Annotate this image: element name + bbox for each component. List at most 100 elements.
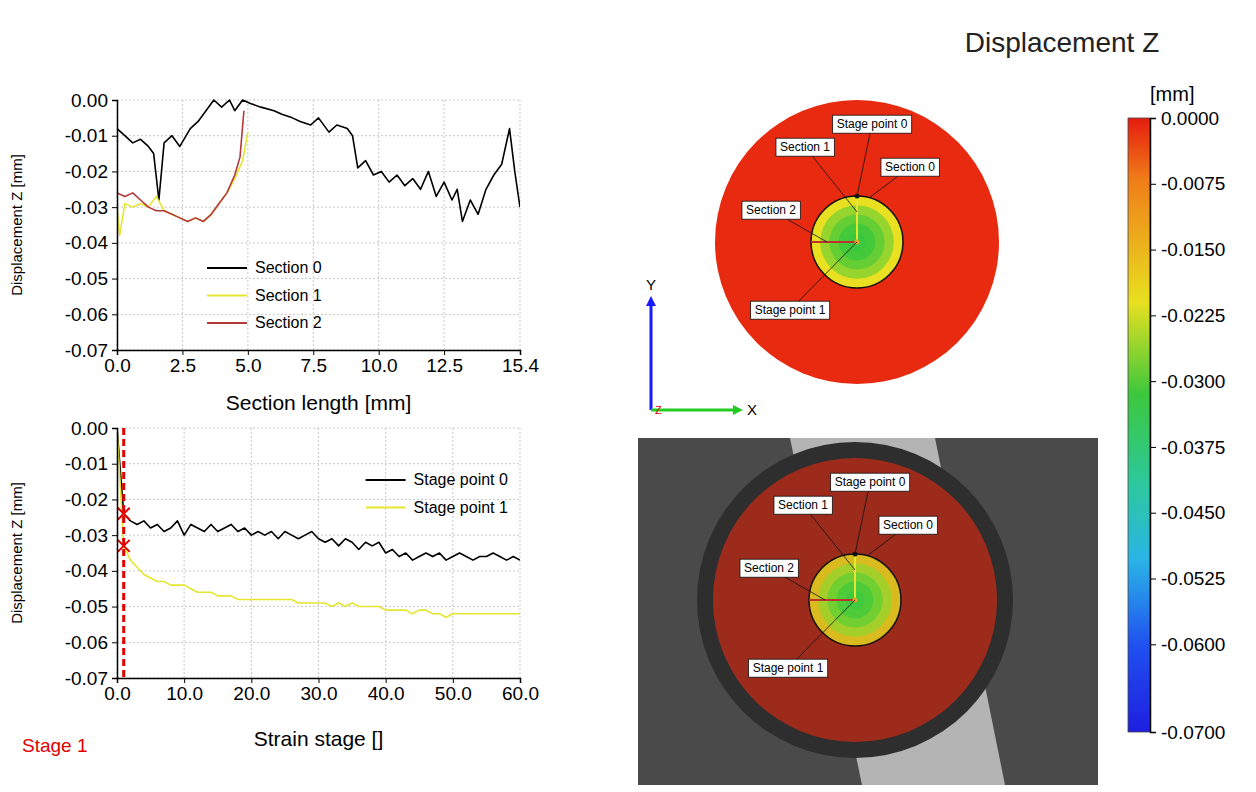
tick: -0.02	[65, 489, 117, 510]
legend-label: Stage point 1	[414, 499, 508, 516]
annotation-box	[881, 158, 939, 176]
legend-entry: Section 2	[207, 314, 322, 331]
tick-mark	[520, 350, 521, 355]
annotation-label: Stage point 0	[835, 475, 906, 489]
tick-mark	[453, 678, 454, 683]
grid-line	[520, 428, 521, 678]
section-line	[854, 554, 856, 600]
field-cell	[713, 458, 997, 742]
tick: 7.5	[301, 350, 327, 376]
grid-line	[117, 642, 520, 643]
axis-line	[118, 679, 521, 684]
stage-marker	[118, 540, 130, 552]
tick-label: 2.5	[170, 355, 196, 376]
tick-mark	[112, 464, 117, 465]
chart: 0.00-0.01-0.02-0.03-0.04-0.05-0.06-0.070…	[8, 418, 539, 750]
tick-label: 5.0	[235, 355, 261, 376]
tick-mark	[313, 350, 314, 355]
tick: -0.01	[65, 453, 117, 474]
grid-line	[452, 428, 453, 678]
plot-area	[117, 428, 520, 678]
tick-mark	[112, 607, 117, 608]
axis-line	[1151, 119, 1157, 733]
grid-line	[182, 100, 183, 350]
tick: -0.0525	[1150, 568, 1225, 589]
annotation-box	[776, 138, 834, 156]
annotation-box	[774, 496, 832, 514]
page: 0.00-0.01-0.02-0.03-0.04-0.05-0.06-0.070…	[0, 0, 1256, 792]
tick-label: 15.4	[502, 355, 539, 376]
tick-mark	[112, 428, 117, 429]
tick-mark	[112, 100, 117, 101]
grid-line	[378, 100, 379, 350]
tick-label: 30.0	[301, 683, 338, 704]
tick-label: -0.0150	[1161, 239, 1225, 260]
tick-label: -0.06	[65, 304, 108, 325]
x-axis-title: Strain stage []	[254, 727, 384, 750]
tick-label: -0.04	[65, 560, 109, 581]
grid-line	[251, 428, 252, 678]
annotation-box	[751, 301, 830, 319]
tick-mark	[112, 314, 117, 315]
tick: -0.0450	[1150, 502, 1225, 523]
tick: 0.0	[104, 350, 130, 376]
tick: -0.0600	[1150, 634, 1225, 655]
tick: -0.0375	[1150, 437, 1225, 458]
legend: Stage point 0Stage point 1	[366, 471, 508, 516]
annotation: Section 2	[742, 201, 827, 242]
legend-swatch	[207, 267, 247, 269]
legend-entry: Stage point 1	[366, 499, 508, 516]
tick-mark	[182, 350, 183, 355]
tick-mark	[112, 499, 117, 500]
tick-mark	[319, 678, 320, 683]
tick-mark	[1150, 118, 1156, 119]
annotation-box	[740, 559, 798, 577]
stage-label: Stage 1	[22, 735, 88, 756]
tick-mark	[112, 642, 117, 643]
legend-swatch	[366, 507, 406, 509]
tick-label: 20.0	[233, 683, 270, 704]
axis: 0.0000-0.0075-0.0150-0.0225-0.0300-0.037…	[1150, 108, 1225, 743]
tick-mark	[184, 678, 185, 683]
annotation: Section 0	[869, 158, 939, 198]
tick-mark	[112, 171, 117, 172]
stage-line	[122, 428, 125, 678]
tick: -0.04	[65, 560, 117, 581]
section-line	[856, 196, 858, 242]
leader-line	[790, 242, 857, 310]
leader-line	[788, 600, 855, 668]
axis-line	[112, 101, 118, 351]
triad-axis	[651, 409, 735, 412]
legend-label: Section 1	[255, 287, 322, 304]
tick: 10.0	[166, 678, 203, 704]
annotation-box	[831, 473, 910, 491]
tick: -0.06	[65, 304, 117, 325]
legend-swatch	[207, 295, 247, 297]
annotation-label: Stage point 1	[755, 303, 826, 317]
y-axis-title: Displacement Z [mm]	[8, 482, 25, 624]
grid-line	[520, 100, 521, 350]
grid-line	[444, 100, 445, 350]
tick-mark	[117, 350, 118, 355]
tick: 15.4	[502, 350, 539, 376]
tick: 60.0	[502, 678, 539, 704]
tick: -0.0225	[1150, 305, 1225, 326]
axis-line	[118, 351, 521, 356]
data-line	[117, 428, 520, 560]
tick: 20.0	[233, 678, 270, 704]
annotation-label: Section 1	[778, 498, 828, 512]
annotation-box	[749, 659, 828, 677]
y-axis-title: Displacement Z [mm]	[8, 154, 25, 296]
triad-label: Z	[655, 404, 662, 416]
axis-triad: YXZ	[646, 276, 757, 418]
grid-line	[117, 535, 520, 536]
tick-label: -0.02	[65, 489, 108, 510]
tick-label: -0.07	[65, 668, 108, 689]
annotation: Section 0	[867, 516, 937, 556]
chart: 0.00-0.01-0.02-0.03-0.04-0.05-0.06-0.070…	[8, 90, 539, 414]
annotation-label: Section 1	[780, 140, 830, 154]
tick-mark	[117, 678, 118, 683]
annotation-box	[742, 201, 800, 219]
tick: -0.03	[65, 197, 117, 218]
annotation-box	[833, 115, 912, 133]
